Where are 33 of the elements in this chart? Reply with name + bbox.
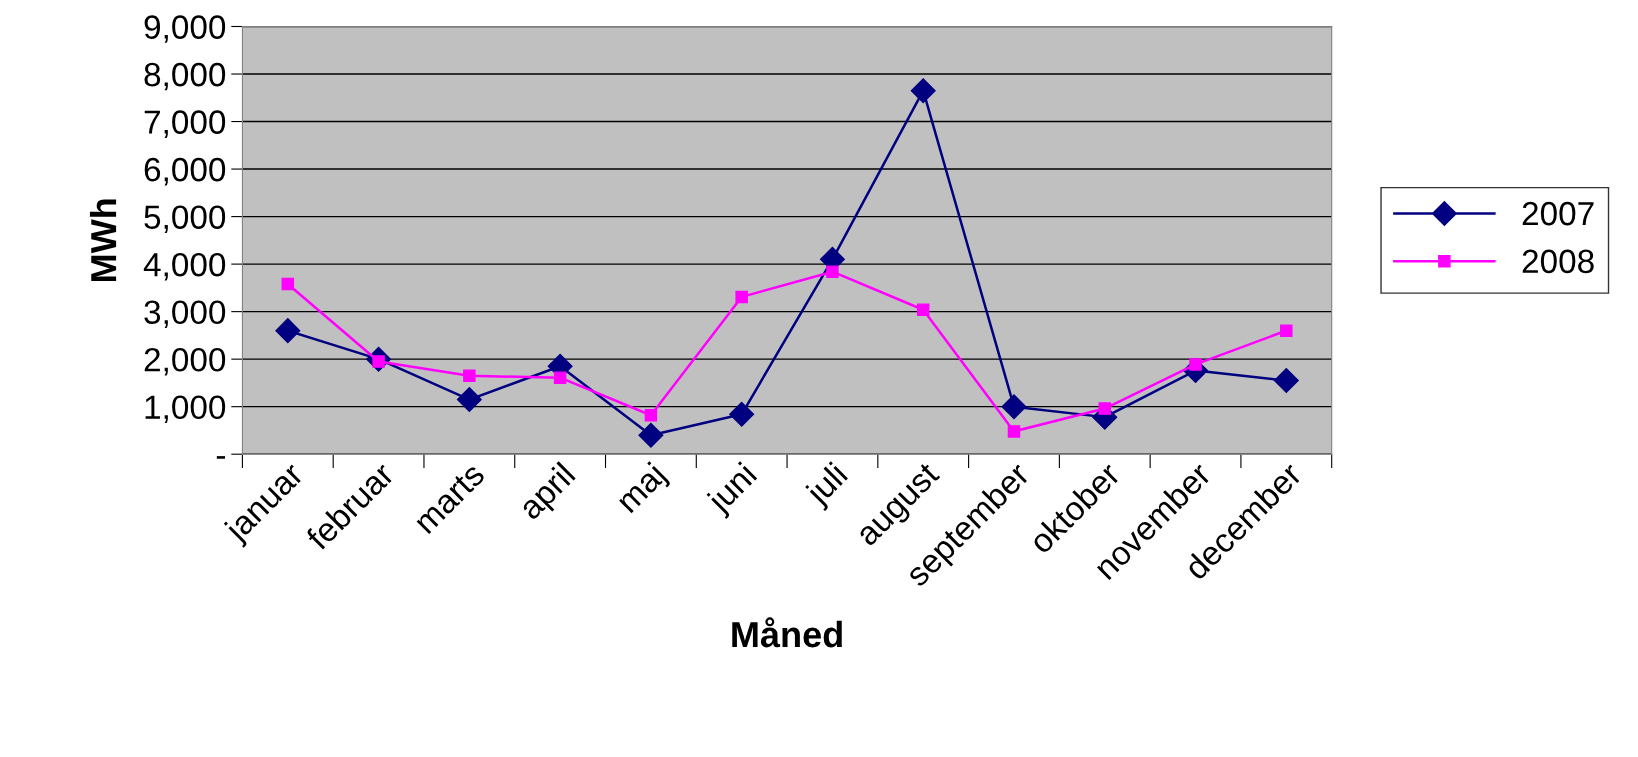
point bbox=[916, 303, 930, 316]
y-tick-label: 2,000 bbox=[144, 347, 226, 376]
x-tick-label: juli bbox=[803, 461, 853, 512]
x-axis-title: Måned bbox=[732, 617, 842, 648]
y-axis-title: MWh bbox=[89, 199, 117, 282]
point bbox=[729, 401, 755, 427]
point bbox=[638, 422, 664, 448]
x-tick-label: maj bbox=[614, 461, 672, 519]
point bbox=[553, 371, 567, 384]
point bbox=[1098, 402, 1112, 415]
y-tick-label: 7,000 bbox=[144, 110, 226, 138]
point bbox=[1001, 394, 1027, 420]
legend-label: 2007 bbox=[1522, 201, 1594, 226]
y-tick-label: 1,000 bbox=[145, 395, 226, 424]
point bbox=[1273, 368, 1299, 394]
y-tick-label: 8,000 bbox=[144, 62, 226, 91]
point bbox=[1007, 425, 1021, 438]
point bbox=[281, 277, 295, 291]
point bbox=[735, 290, 748, 304]
point bbox=[463, 369, 476, 383]
point bbox=[910, 78, 936, 104]
point bbox=[1280, 324, 1293, 337]
y-tick-label: 6,000 bbox=[144, 157, 226, 186]
legend-label: 2008 bbox=[1522, 249, 1594, 274]
point bbox=[644, 408, 658, 422]
y-tick-label: 3,000 bbox=[144, 300, 226, 328]
y-tick-label: 5,000 bbox=[144, 205, 226, 233]
y-tick-label: 4,000 bbox=[143, 252, 226, 281]
point bbox=[826, 265, 839, 278]
point bbox=[275, 318, 301, 344]
y-tick-label: 9,000 bbox=[144, 15, 226, 43]
y-tick-label: - bbox=[216, 456, 225, 459]
point bbox=[456, 387, 482, 413]
